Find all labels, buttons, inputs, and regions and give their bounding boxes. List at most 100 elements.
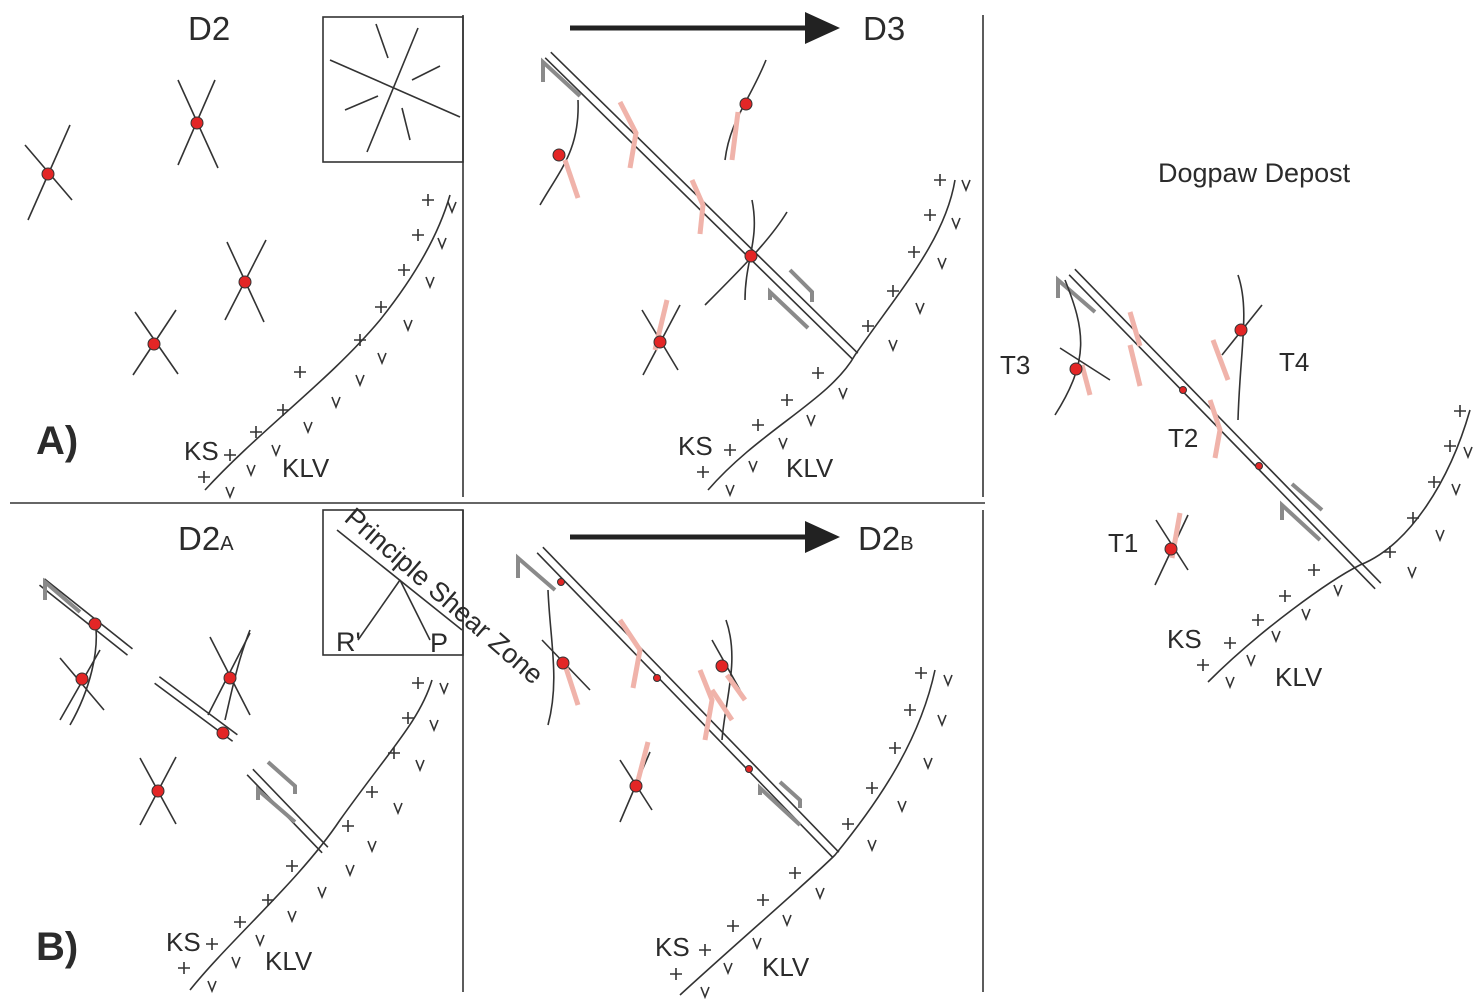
v-symbol [783, 915, 791, 925]
inset-arrow [412, 66, 440, 80]
target-label: T3 [1000, 350, 1030, 380]
v-symbol [1452, 484, 1460, 494]
plus-symbol [789, 867, 801, 879]
v-symbol [208, 981, 216, 991]
intersection-dot [76, 673, 88, 685]
deposit-title: Dogpaw Depost [1158, 158, 1351, 188]
v-symbol [916, 303, 924, 313]
v-symbol [779, 438, 787, 448]
plus-symbol [699, 944, 711, 956]
alteration-vein [732, 112, 738, 160]
v-symbol [839, 388, 847, 398]
v-symbol [318, 887, 326, 897]
intersection-dot [740, 98, 752, 110]
plus-symbol [934, 174, 946, 186]
shear-sense-arrow [543, 62, 580, 96]
vein-line [548, 590, 554, 725]
klv-label: KLV [786, 453, 834, 483]
v-symbol [898, 801, 906, 811]
plus-symbol [1197, 659, 1209, 671]
plus-symbol [724, 444, 736, 456]
v-symbol [701, 987, 709, 997]
v-symbol [807, 415, 815, 425]
v-symbol [1247, 655, 1255, 665]
structures [25, 52, 1472, 997]
title-subscript: A [220, 533, 234, 555]
ks-label: KS [184, 436, 219, 466]
plus-symbol [889, 742, 901, 754]
alteration-vein [1213, 340, 1228, 380]
v-symbol [226, 487, 234, 497]
panel-title: D2 [188, 10, 230, 47]
inset-shear: Principle Shear Zone R' P [336, 502, 549, 690]
plus-symbol [294, 366, 306, 378]
v-symbol [404, 320, 412, 330]
v-symbol [1272, 631, 1280, 641]
intersection-dot [1235, 324, 1247, 336]
plus-symbol [224, 449, 236, 461]
shear-zone-label: Principle Shear Zone [339, 502, 549, 690]
plus-symbol [1454, 405, 1466, 417]
shear-sense-arrow [1282, 505, 1320, 540]
intersection-dot [630, 780, 642, 792]
alteration-vein [1210, 400, 1220, 458]
figure: A) B) D2 D3 D2A D2B KS KLV KS KLV KS KLV… [0, 0, 1480, 999]
small-dot [558, 579, 565, 586]
alteration-vein [620, 102, 636, 168]
plus-symbol [178, 962, 190, 974]
v-symbol [304, 422, 312, 432]
v-symbol [368, 841, 376, 851]
v-symbol [952, 218, 960, 228]
shear-sense-arrow [518, 558, 555, 590]
plus-symbol [412, 677, 424, 689]
plus-symbol [1224, 637, 1236, 649]
v-symbol [938, 258, 946, 268]
plus-symbol [924, 209, 936, 221]
ks-label: KS [1167, 624, 1202, 654]
v-symbol [724, 963, 732, 973]
plus-symbol [670, 968, 682, 980]
intersection-dot [224, 672, 236, 684]
intersection-dot [557, 657, 569, 669]
intersection-dot [1070, 363, 1082, 375]
v-symbol [1302, 609, 1310, 619]
v-symbol [889, 340, 897, 350]
alteration-vein [1130, 345, 1140, 386]
intersection-dot [745, 250, 757, 262]
v-symbol [288, 911, 296, 921]
r-prime-label: R' [336, 627, 361, 657]
v-symbol [726, 485, 734, 495]
target-label: T1 [1108, 528, 1138, 558]
plus-symbol [1308, 564, 1320, 576]
plus-symbol [262, 894, 274, 906]
v-symbol [749, 461, 757, 471]
contact-line [708, 180, 955, 490]
v-symbol [924, 758, 932, 768]
plus-symbol [342, 820, 354, 832]
contact-line [1208, 410, 1470, 682]
plus-symbol [398, 264, 410, 276]
vein-line [1238, 275, 1244, 420]
title-subscript: B [900, 533, 913, 555]
ks-label: KS [678, 431, 713, 461]
alteration-vein [1130, 312, 1140, 346]
intersection-dot [553, 149, 565, 161]
plus-symbol [206, 938, 218, 950]
shear-sense-arrow [45, 582, 80, 612]
plus-symbol [375, 301, 387, 313]
vein-line [70, 620, 96, 725]
plus-symbol [757, 894, 769, 906]
plus-symbol [1384, 546, 1396, 558]
plus-symbol [354, 334, 366, 346]
r-prime-line [358, 580, 400, 640]
arrow-head [805, 521, 840, 553]
v-symbol [438, 238, 446, 248]
plus-symbol [866, 782, 878, 794]
v-symbol [448, 202, 456, 212]
plus-symbol [915, 667, 927, 679]
intersection-dot [148, 338, 160, 350]
v-symbol [256, 935, 264, 945]
intersection-dot [654, 336, 666, 348]
fault-line [44, 579, 132, 649]
v-symbol [1436, 530, 1444, 540]
